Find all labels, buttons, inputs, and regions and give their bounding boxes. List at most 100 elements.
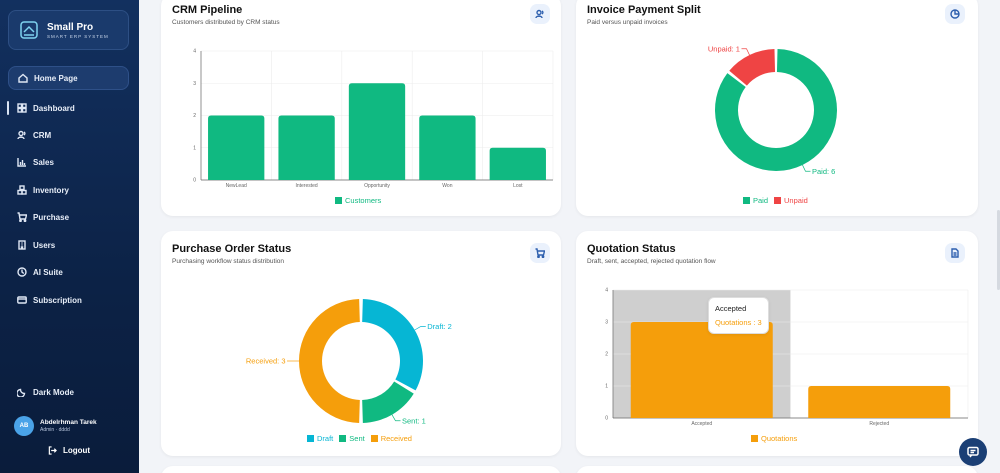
slice-label: Paid: 6 (812, 167, 835, 176)
legend-swatch (370, 435, 378, 442)
legend-label: Received (380, 434, 412, 443)
x-tick-label: NewLead (226, 183, 247, 189)
cart-icon (535, 248, 545, 258)
logout-button[interactable]: Logout (48, 446, 90, 455)
crm-legend: Customers (332, 196, 384, 205)
legend-item-customers[interactable]: Customers (335, 196, 381, 205)
chat-button[interactable] (959, 438, 987, 466)
sidebar-item-ai-suite[interactable]: AI Suite (8, 260, 129, 284)
card-title: CRM Pipeline (172, 4, 243, 16)
sidebar-item-label: Home Page (34, 73, 78, 83)
sidebar-item-subscription[interactable]: Subscription (8, 288, 129, 312)
purchase-legend: Draft Sent Received (304, 434, 415, 443)
sidebar-item-label: AI Suite (33, 267, 63, 277)
legend-item-sent[interactable]: Sent (339, 434, 365, 443)
legend-item-received[interactable]: Received (370, 434, 412, 443)
quotation-status-card: Quotation Status Draft, sent, accepted, … (576, 231, 978, 456)
card-subtitle: Draft, sent, accepted, rejected quotatio… (587, 258, 716, 265)
users-icon (535, 9, 544, 19)
legend-item-draft[interactable]: Draft (307, 434, 333, 443)
chart-tooltip: Accepted Quotations : 3 (708, 297, 769, 334)
legend-item-paid[interactable]: Paid (743, 196, 768, 205)
sidebar-item-inventory[interactable]: Inventory (8, 178, 129, 202)
card-title: Invoice Payment Split (587, 4, 701, 16)
document-icon (951, 248, 959, 258)
crm-card-button[interactable] (530, 4, 550, 24)
slice-label: Unpaid: 1 (708, 44, 740, 53)
sidebar-item-sales[interactable]: Sales (8, 150, 129, 174)
x-tick-label: Interested (295, 183, 317, 189)
sidebar-item-crm[interactable]: CRM (8, 123, 129, 147)
app-logo[interactable]: Small Pro SMART ERP SYSTEM (8, 10, 129, 50)
sidebar-item-purchase[interactable]: Purchase (8, 205, 129, 229)
users-icon (17, 130, 27, 140)
legend-swatch (774, 197, 782, 204)
legend-label: Unpaid (784, 196, 808, 205)
sidebar-item-users[interactable]: Users (8, 233, 129, 257)
x-tick-label: Accepted (691, 421, 712, 427)
logout-icon (48, 446, 57, 455)
slice-unpaid[interactable] (729, 49, 776, 86)
bar-rejected[interactable] (808, 386, 951, 418)
bar-lost[interactable] (489, 147, 546, 180)
user-profile[interactable]: AB Abdelrhman Tarek Admin · dddd (14, 416, 97, 436)
tooltip-title: Accepted (715, 304, 747, 313)
bar-accepted[interactable] (630, 322, 773, 418)
quotation-bar-chart: 0 1 2 3 4 Accepted Rejected (605, 288, 969, 427)
x-tick-label: Opportunity (364, 183, 390, 189)
y-tick-label: 3 (605, 320, 608, 326)
next-card-partial (576, 466, 978, 473)
slice-draft[interactable] (362, 299, 423, 391)
legend-label: Sent (349, 434, 365, 443)
slice-label: Draft: 2 (427, 322, 452, 331)
legend-label: Paid (753, 196, 769, 205)
logout-label: Logout (63, 446, 91, 455)
dark-mode-toggle[interactable]: Dark Mode (8, 380, 129, 404)
quotation-card-button[interactable] (945, 243, 965, 263)
y-tick-label: 2 (605, 352, 608, 358)
invoice-donut-chart: Paid: 6 Unpaid: 1 (708, 44, 837, 176)
invoice-card-button[interactable] (945, 4, 965, 24)
card-icon (17, 295, 27, 305)
quotation-legend: Quotations (748, 434, 800, 443)
purchase-donut-chart: Draft: 2 Sent: 1 Received: 3 (246, 299, 452, 425)
slice-received[interactable] (298, 299, 360, 423)
pie-chart-icon (950, 9, 960, 19)
slice-label-line (414, 326, 426, 331)
card-subtitle: Paid versus unpaid invoices (587, 19, 668, 26)
sidebar-item-label: CRM (33, 130, 52, 140)
logo-mark-icon (20, 21, 38, 39)
bar-opportunity[interactable] (348, 83, 406, 180)
legend-swatch (751, 435, 758, 442)
bar-won[interactable] (419, 115, 476, 181)
y-tick-label: 0 (605, 416, 608, 422)
y-tick-label: 0 (193, 178, 196, 184)
dark-mode-label: Dark Mode (33, 387, 74, 397)
legend-label: Draft (317, 434, 334, 443)
purchase-card-button[interactable] (530, 243, 550, 263)
legend-item-quotations[interactable]: Quotations (751, 434, 797, 443)
y-tick-label: 4 (193, 49, 196, 55)
avatar: AB (14, 416, 34, 436)
sidebar-item-home[interactable]: Home Page (8, 66, 129, 90)
slice-sent[interactable] (362, 381, 414, 423)
slice-label-line (741, 48, 750, 56)
boxes-icon (17, 185, 27, 195)
sidebar-item-dashboard[interactable]: Dashboard (7, 96, 129, 120)
slice-paid[interactable] (715, 49, 837, 171)
user-role: Admin · dddd (40, 427, 70, 433)
legend-swatch (307, 435, 314, 442)
user-name: Abdelrhman Tarek (40, 419, 97, 426)
slice-label-line (802, 164, 811, 172)
page-scrollbar[interactable] (997, 210, 1000, 290)
sidebar: Small Pro SMART ERP SYSTEM Home Page Das… (0, 0, 139, 473)
card-subtitle: Customers distributed by CRM status (172, 19, 280, 26)
invoice-payment-card: Invoice Payment Split Paid versus unpaid… (576, 0, 978, 216)
bar-newlead[interactable] (208, 115, 265, 181)
x-tick-label: Rejected (869, 421, 889, 427)
moon-icon (17, 387, 27, 397)
bar-interested[interactable] (278, 115, 335, 181)
legend-item-unpaid[interactable]: Unpaid (774, 196, 808, 205)
legend-label: Customers (345, 196, 382, 205)
crm-pipeline-card: CRM Pipeline Customers distributed by CR… (161, 0, 561, 216)
